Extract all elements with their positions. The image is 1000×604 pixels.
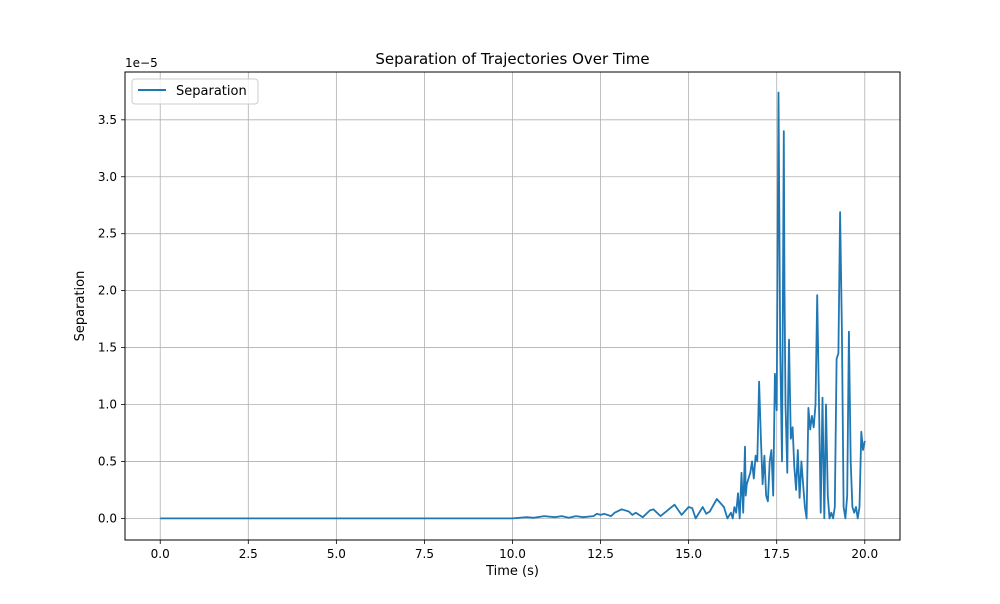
- x-tick-label: 15.0: [675, 547, 702, 561]
- x-axis-label: Time (s): [485, 564, 539, 579]
- y-tick-label: 3.0: [98, 170, 117, 184]
- x-tick-label: 20.0: [851, 547, 878, 561]
- y-tick-label: 0.0: [98, 511, 117, 525]
- ticks-layer: 0.0 2.5 5.0 7.5 10.0 12.5 15.0 17.5 20.0 0.0 0.5 1.…: [98, 113, 878, 561]
- x-tick-label: 17.5: [763, 547, 790, 561]
- series-line-separation: [160, 91, 866, 520]
- y-tick-label: 2.5: [98, 227, 117, 241]
- x-tick-label: 10.0: [499, 547, 526, 561]
- chart-title: Separation of Trajectories Over Time: [375, 50, 649, 68]
- y-tick-label: 2.0: [98, 284, 117, 298]
- x-tick-label: 2.5: [239, 547, 258, 561]
- x-tick-label: 0.0: [151, 547, 170, 561]
- y-tick-label: 3.5: [98, 113, 117, 127]
- y-axis-offset-text: 1e−5: [125, 56, 158, 70]
- y-axis-label: Separation: [73, 271, 88, 342]
- x-tick-label: 5.0: [327, 547, 346, 561]
- legend: Separation: [131, 78, 259, 105]
- y-tick-label: 1.0: [98, 397, 117, 411]
- y-tick-label: 0.5: [98, 454, 117, 468]
- x-tick-label: 12.5: [587, 547, 614, 561]
- legend-box: [131, 78, 259, 105]
- series-layer: [160, 91, 866, 520]
- y-tick-label: 1.5: [98, 341, 117, 355]
- legend-label: Separation: [176, 84, 247, 99]
- x-tick-label: 7.5: [415, 547, 434, 561]
